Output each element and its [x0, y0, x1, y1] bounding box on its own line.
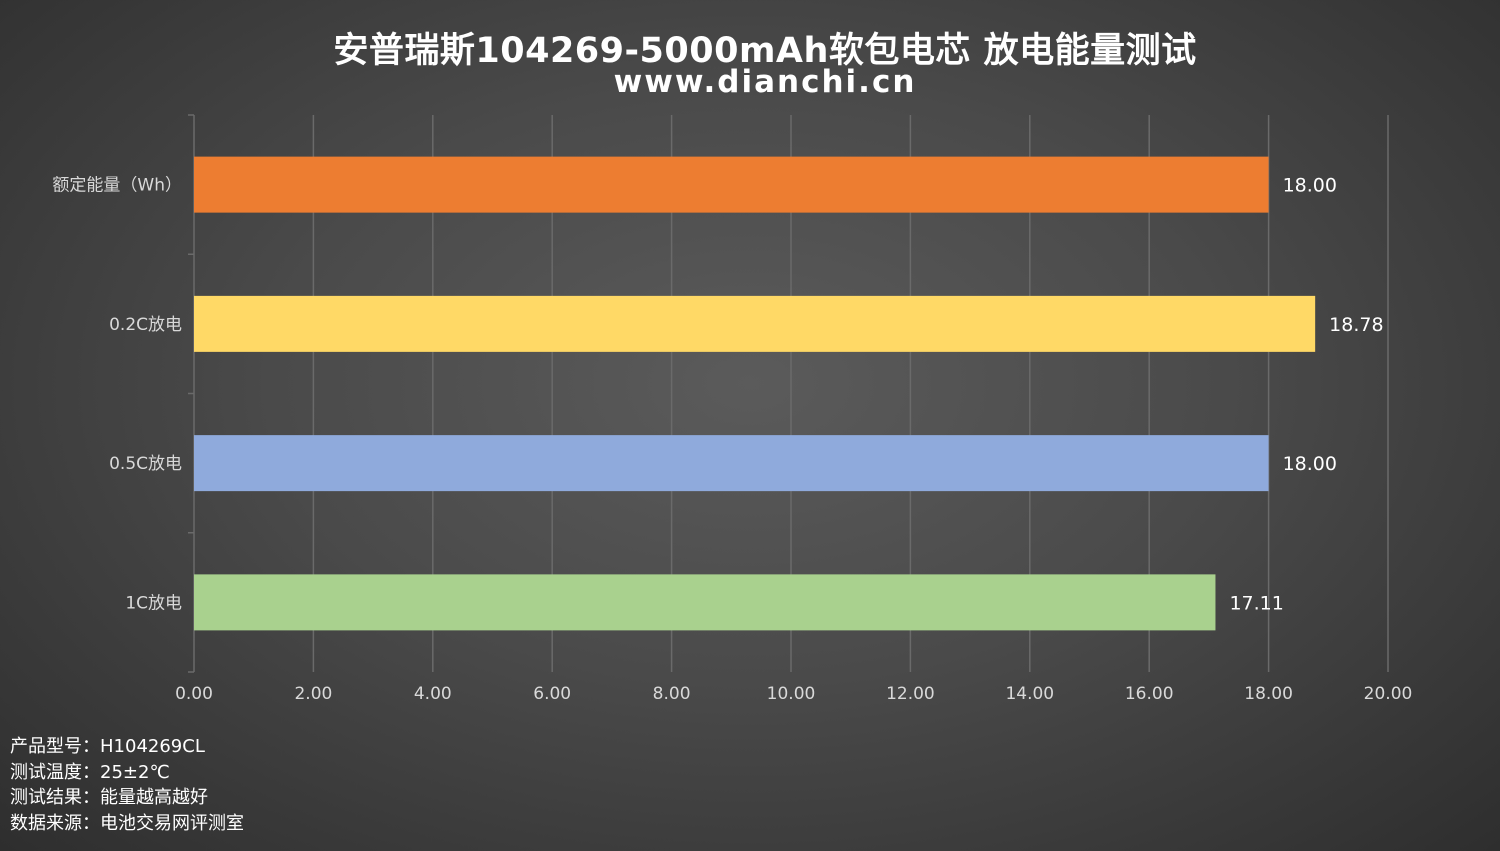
- data-label: 17.11: [1229, 592, 1283, 614]
- x-tick-label: 18.00: [1244, 684, 1293, 704]
- x-tick-label: 2.00: [294, 684, 332, 704]
- x-tick-label: 6.00: [533, 684, 571, 704]
- x-tick-label: 12.00: [886, 684, 935, 704]
- x-tick-label: 8.00: [653, 684, 691, 704]
- note-model: 产品型号：H104269CL: [10, 736, 205, 757]
- note-result: 测试结果：能量越高越好: [10, 787, 208, 808]
- x-tick-label: 20.00: [1364, 684, 1413, 704]
- chart-title: 安普瑞斯104269-5000mAh软包电芯 放电能量测试: [333, 31, 1197, 71]
- data-label: 18.78: [1329, 314, 1383, 336]
- bar: [194, 156, 1269, 213]
- bar: [194, 574, 1216, 631]
- note-temperature: 测试温度：25±2℃: [10, 761, 170, 783]
- category-label: 1C放电: [125, 593, 182, 613]
- x-tick-label: 14.00: [1005, 684, 1054, 704]
- chart-notes: 产品型号：H104269CL 测试温度：25±2℃ 测试结果：能量越高越好 数据…: [10, 734, 244, 836]
- note-source: 数据来源：电池交易网评测室: [10, 812, 244, 834]
- x-tick-label: 10.00: [767, 684, 816, 704]
- chart-subtitle: www.dianchi.cn: [613, 64, 917, 100]
- category-label: 0.2C放电: [109, 315, 182, 335]
- category-label: 0.5C放电: [109, 454, 182, 474]
- x-tick-label: 0.00: [175, 684, 213, 704]
- category-axis: [188, 114, 195, 673]
- category-label: 额定能量（Wh）: [52, 176, 182, 196]
- data-label: 18.00: [1283, 453, 1337, 475]
- bar: [194, 435, 1269, 492]
- data-label: 18.00: [1283, 175, 1337, 197]
- labels: 0.00 2.00 4.00 6.00 8.00 10.00 12.00 14.00 16.00…: [52, 175, 1412, 704]
- bars: [194, 156, 1316, 631]
- bar: [194, 295, 1316, 352]
- x-tick-label: 16.00: [1125, 684, 1174, 704]
- x-tick-label: 4.00: [414, 684, 452, 704]
